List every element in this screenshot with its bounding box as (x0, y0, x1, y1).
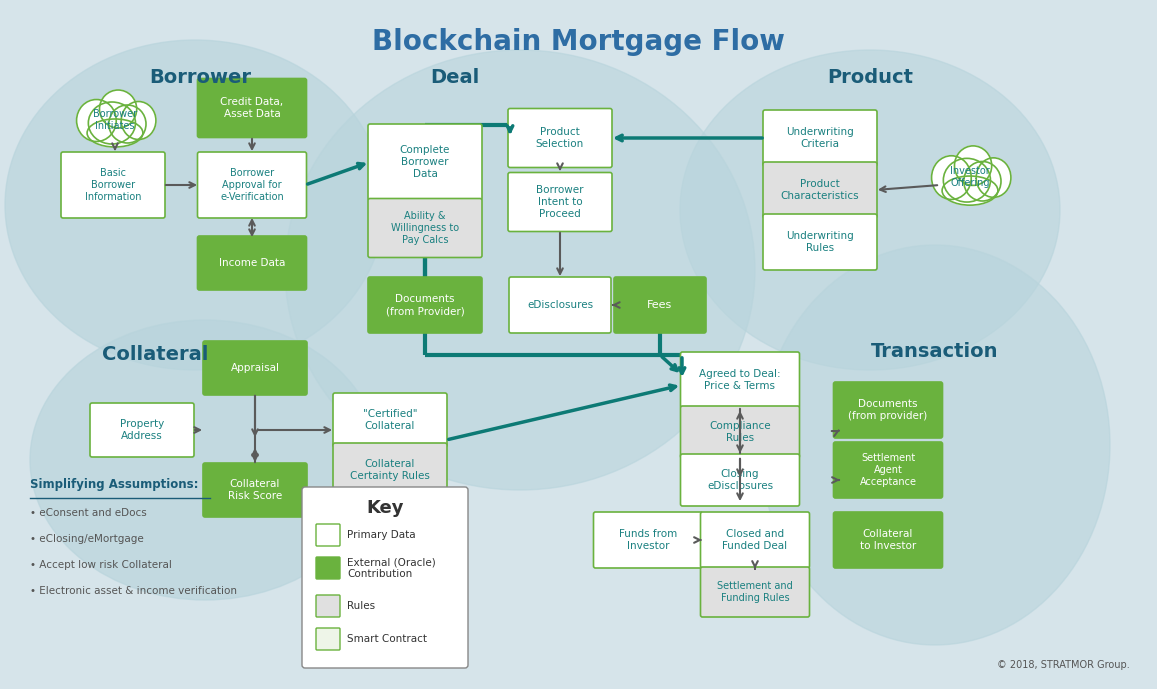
Ellipse shape (943, 158, 990, 202)
FancyBboxPatch shape (680, 352, 799, 408)
Ellipse shape (285, 50, 756, 490)
Text: Collateral: Collateral (102, 345, 208, 364)
Text: Transaction: Transaction (871, 342, 998, 361)
FancyBboxPatch shape (614, 277, 706, 333)
FancyBboxPatch shape (198, 152, 307, 218)
FancyBboxPatch shape (700, 512, 810, 568)
FancyBboxPatch shape (762, 162, 877, 218)
FancyBboxPatch shape (762, 110, 877, 166)
Text: Agreed to Deal:
Price & Terms: Agreed to Deal: Price & Terms (699, 369, 781, 391)
Ellipse shape (30, 320, 379, 600)
Text: Product
Characteristics: Product Characteristics (781, 179, 860, 201)
FancyBboxPatch shape (333, 393, 447, 447)
Text: Blockchain Mortgage Flow: Blockchain Mortgage Flow (371, 28, 784, 56)
Text: © 2018, STRATMOR Group.: © 2018, STRATMOR Group. (997, 660, 1130, 670)
Text: Collateral
Risk Score: Collateral Risk Score (228, 479, 282, 501)
FancyBboxPatch shape (90, 403, 194, 457)
Text: Ability &
Willingness to
Pay Calcs: Ability & Willingness to Pay Calcs (391, 211, 459, 245)
Text: Borrower
Initiates: Borrower Initiates (93, 109, 137, 131)
Ellipse shape (942, 176, 997, 205)
Text: Collateral
to Investor: Collateral to Investor (860, 528, 916, 551)
Text: Compliance
Rules: Compliance Rules (709, 421, 771, 443)
Ellipse shape (121, 101, 156, 139)
Text: Rules: Rules (347, 601, 375, 611)
FancyBboxPatch shape (508, 108, 612, 167)
Text: Income Data: Income Data (219, 258, 285, 268)
Text: • eClosing/eMortgage: • eClosing/eMortgage (30, 534, 143, 544)
Text: eDisclosures: eDisclosures (526, 300, 594, 310)
Ellipse shape (931, 156, 971, 199)
FancyBboxPatch shape (368, 124, 482, 200)
Text: • Electronic asset & income verification: • Electronic asset & income verification (30, 586, 237, 596)
Text: • Accept low risk Collateral: • Accept low risk Collateral (30, 560, 172, 570)
Text: Settlement and
Funding Rules: Settlement and Funding Rules (717, 581, 793, 603)
FancyBboxPatch shape (509, 277, 611, 333)
Text: Appraisal: Appraisal (230, 363, 280, 373)
Text: Investor
Offering: Investor Offering (950, 166, 990, 188)
Ellipse shape (964, 161, 1001, 201)
FancyBboxPatch shape (833, 442, 943, 498)
FancyBboxPatch shape (202, 463, 307, 517)
Text: Underwriting
Rules: Underwriting Rules (786, 231, 854, 253)
Ellipse shape (760, 245, 1110, 645)
Text: Smart Contract: Smart Contract (347, 634, 427, 644)
FancyBboxPatch shape (316, 628, 340, 650)
FancyBboxPatch shape (202, 341, 307, 395)
Text: Documents
(from Provider): Documents (from Provider) (385, 294, 464, 316)
Text: Borrower
Intent to
Proceed: Borrower Intent to Proceed (536, 185, 584, 219)
FancyBboxPatch shape (368, 277, 482, 333)
FancyBboxPatch shape (61, 152, 165, 218)
FancyBboxPatch shape (198, 79, 307, 138)
Text: Fees: Fees (648, 300, 672, 310)
Text: Closing
eDisclosures: Closing eDisclosures (707, 469, 773, 491)
Text: Product
Selection: Product Selection (536, 127, 584, 150)
FancyBboxPatch shape (316, 557, 340, 579)
Ellipse shape (87, 119, 143, 147)
FancyBboxPatch shape (762, 214, 877, 270)
Ellipse shape (955, 146, 992, 185)
Ellipse shape (88, 102, 135, 144)
FancyBboxPatch shape (833, 382, 943, 438)
Text: Product: Product (827, 68, 913, 87)
Text: Simplifying Assumptions:: Simplifying Assumptions: (30, 478, 199, 491)
Text: Funds from
Investor: Funds from Investor (619, 528, 677, 551)
FancyBboxPatch shape (333, 443, 447, 497)
Text: "Certified"
Collateral: "Certified" Collateral (363, 409, 418, 431)
Ellipse shape (5, 40, 385, 370)
Text: Basic
Borrower
Information: Basic Borrower Information (84, 167, 141, 203)
Ellipse shape (100, 90, 137, 128)
FancyBboxPatch shape (833, 512, 943, 568)
Ellipse shape (680, 50, 1060, 370)
FancyBboxPatch shape (368, 198, 482, 258)
FancyBboxPatch shape (700, 567, 810, 617)
Ellipse shape (977, 158, 1011, 197)
Text: Underwriting
Criteria: Underwriting Criteria (786, 127, 854, 150)
Ellipse shape (109, 105, 146, 143)
Text: Settlement
Agent
Acceptance: Settlement Agent Acceptance (860, 453, 916, 487)
Text: Deal: Deal (430, 68, 480, 87)
Text: • eConsent and eDocs: • eConsent and eDocs (30, 508, 147, 518)
FancyBboxPatch shape (680, 406, 799, 458)
FancyBboxPatch shape (594, 512, 702, 568)
FancyBboxPatch shape (680, 454, 799, 506)
Text: External (Oracle)
Contribution: External (Oracle) Contribution (347, 557, 436, 579)
Text: Borrower
Approval for
e-Verification: Borrower Approval for e-Verification (220, 167, 283, 203)
Text: Collateral
Certainty Rules: Collateral Certainty Rules (351, 459, 430, 481)
Text: Primary Data: Primary Data (347, 530, 415, 540)
Ellipse shape (76, 99, 116, 141)
FancyBboxPatch shape (198, 236, 307, 290)
Text: Documents
(from provider): Documents (from provider) (848, 399, 928, 421)
Text: Closed and
Funded Deal: Closed and Funded Deal (722, 528, 788, 551)
FancyBboxPatch shape (508, 172, 612, 232)
FancyBboxPatch shape (316, 595, 340, 617)
Text: Key: Key (367, 499, 404, 517)
Text: Complete
Borrower
Data: Complete Borrower Data (400, 145, 450, 179)
FancyBboxPatch shape (302, 487, 467, 668)
FancyBboxPatch shape (316, 524, 340, 546)
Text: Borrower: Borrower (149, 68, 251, 87)
Text: Credit Data,
Asset Data: Credit Data, Asset Data (221, 96, 283, 119)
Text: Property
Address: Property Address (120, 419, 164, 441)
